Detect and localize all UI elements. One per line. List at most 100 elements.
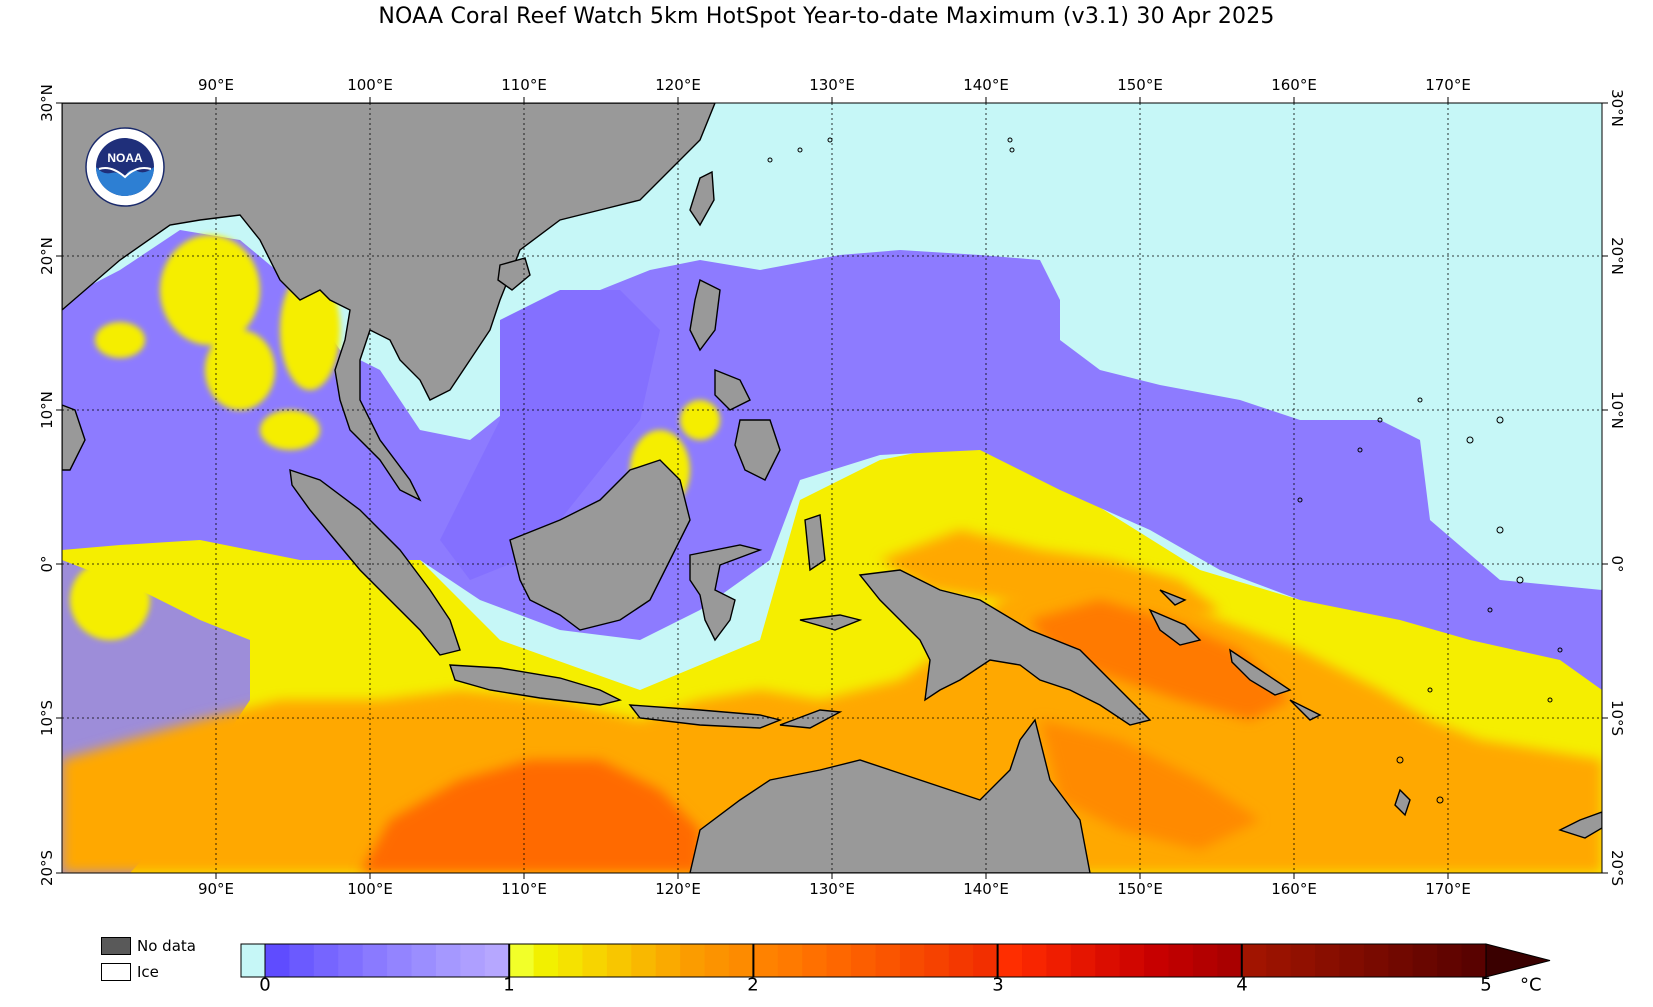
colorbar-shade [1192,944,1218,977]
colorbar-shade [1144,944,1170,977]
colorbar-shade [753,944,779,977]
land-newguinea [858,569,1152,726]
colorbar-unit: °C [1520,974,1542,996]
heat-field-top [360,760,700,873]
colorbar-shade [1095,944,1121,977]
legend-no-data-swatch [101,937,131,955]
map-area [62,103,1602,873]
heat-field-purple-scs [440,290,660,580]
colorbar-shade [704,944,730,977]
colorbar-shade [1241,944,1267,977]
graticule [62,103,1602,873]
colorbar-shade [631,944,657,977]
lon-tick-bottom: 90°E [197,880,235,898]
colorbar-shade [875,944,901,977]
colorbar-shade [1437,944,1463,977]
colorbar-shade [313,944,339,977]
land-borneo [509,459,691,631]
land-newireland [1159,589,1187,606]
noaa-logo: NOAA [85,127,165,207]
colorbar-shade [289,944,315,977]
colorbar-shade [435,944,461,977]
land-hainan [497,257,531,291]
lon-tick-top: 90°E [197,76,235,94]
colorbar-arrow [1485,943,1551,978]
lon-tick-top: 120°E [655,76,701,94]
heat-field-top-coral [1040,720,1260,850]
lon-tick-bottom: 120°E [655,880,701,898]
land-luzon [689,278,721,352]
lon-tick-bottom: 140°E [963,880,1009,898]
colorbar-shade [460,944,486,977]
lat-tick-left: 20°S [38,849,56,887]
lat-tick-left: 10°S [38,699,56,737]
land-halmahera [804,514,826,572]
lon-tick-bottom: 170°E [1425,880,1471,898]
colorbar-shade [1388,944,1414,977]
lon-tick-bottom: 160°E [1271,880,1317,898]
colorbar-shade [1363,944,1389,977]
colorbar-shade [582,944,608,977]
lat-tick-right: 20°N [1608,237,1626,275]
lat-tick-right: 0° [1608,555,1626,573]
colorbar-shade [338,944,364,977]
colorbar-shade [533,944,559,977]
colorbar [240,943,1551,978]
legend-no-data-label: No data [137,937,196,955]
colorbar-shade [1119,944,1145,977]
lat-tick-right: 10°N [1608,391,1626,429]
colorbar-shade [680,944,706,977]
map-title: NOAA Coral Reef Watch 5km HotSpot Year-t… [378,4,1275,29]
colorbar-label: 4 [1236,974,1248,996]
land-newcaledonia [1558,811,1602,839]
colorbar-shade [1461,944,1487,977]
land-taiwan [689,170,715,227]
colorbar-shade [899,944,925,977]
lon-tick-top: 160°E [1271,76,1317,94]
lon-tick-bottom: 100°E [347,880,393,898]
colorbar-label: 2 [747,974,759,996]
colorbar-label: 0 [259,974,271,996]
land-sulawesi [689,544,763,642]
colorbar-shade [777,944,803,977]
noaa-logo-text: NOAA [107,151,143,165]
colorbar-segments [265,944,1487,977]
land-australia [689,718,1091,873]
land-sunda [628,704,783,729]
land-java [449,664,623,706]
land-sumatra [289,468,461,656]
legend-ice-swatch [101,963,131,981]
lat-tick-right: 20°S [1608,849,1626,887]
lat-tick-left: 0° [38,555,56,573]
land-srilanka [62,404,86,471]
legend-ice: Ice [101,963,159,981]
tick-marks [56,97,1608,879]
colorbar-shade [1168,944,1194,977]
land-timor [779,709,843,729]
land-seram [799,614,863,631]
colorbar-zero-swatch [240,943,266,978]
land-mindanao [734,419,781,481]
colorbar-label: 5 [1480,974,1492,996]
colorbar-shade [265,944,291,977]
colorbar-shade [1412,944,1438,977]
legend-ice-label: Ice [137,963,159,981]
colorbar-shade [997,944,1023,977]
colorbar-shade [509,944,535,977]
colorbar-label: 3 [992,974,1004,996]
lon-tick-top: 170°E [1425,76,1471,94]
colorbar-shade [851,944,877,977]
land-masses [62,103,1602,873]
colorbar-shade [1266,944,1292,977]
colorbar-shade [606,944,632,977]
legend-no-data: No data [101,937,196,955]
colorbar-shade [558,944,584,977]
small-islands [767,137,1563,804]
colorbar-shade [411,944,437,977]
heat-field-top-png [1030,600,1290,720]
colorbar-frame [264,943,1487,978]
lon-tick-top: 140°E [963,76,1009,94]
colorbar-shade [973,944,999,977]
land-asia [62,103,716,502]
